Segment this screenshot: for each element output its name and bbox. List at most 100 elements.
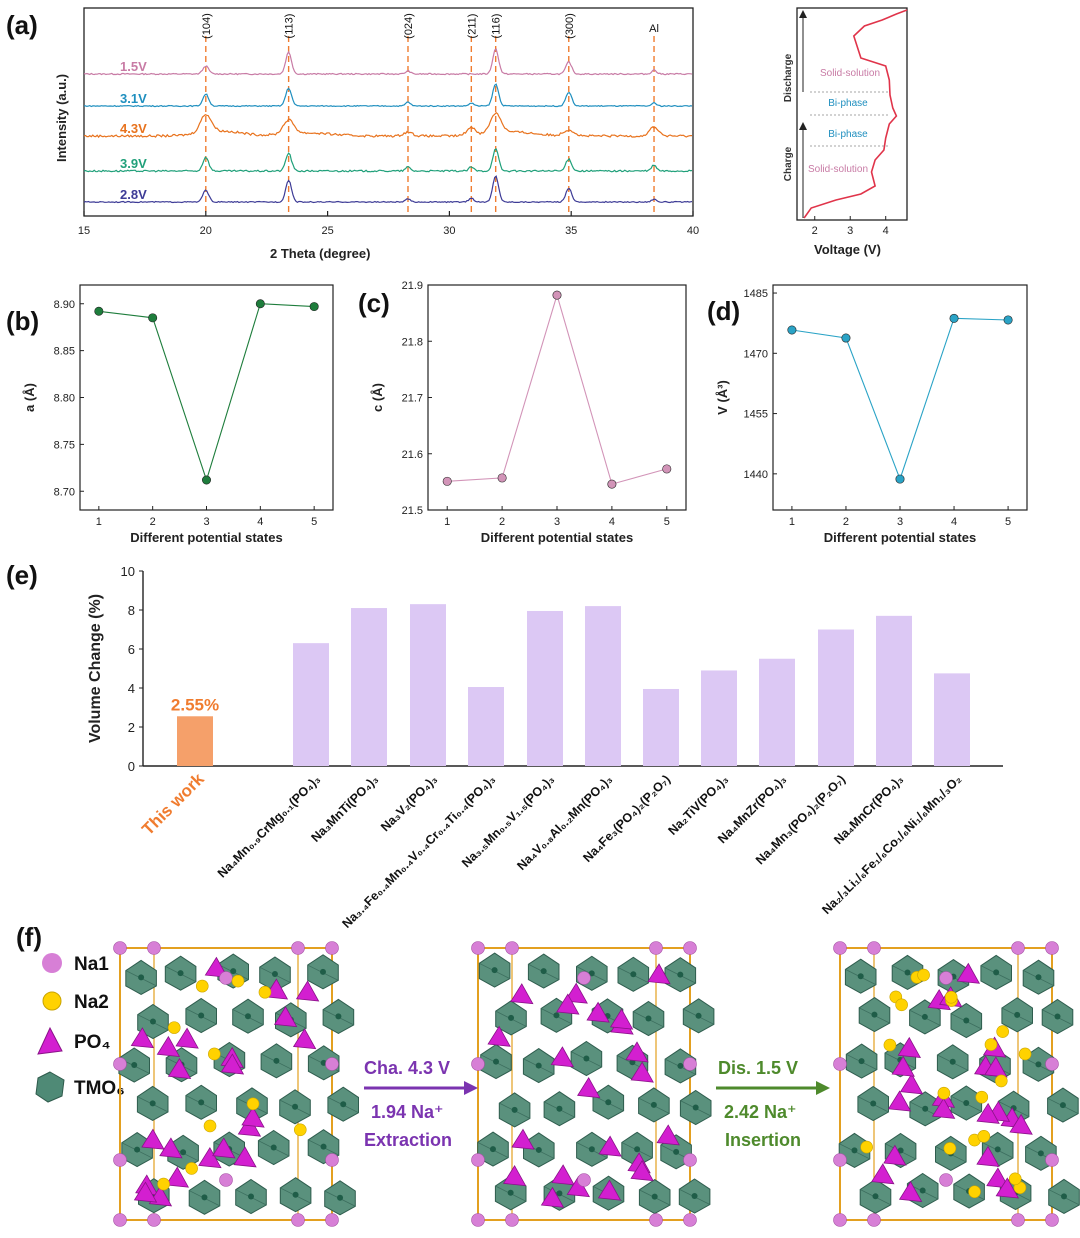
- discharged-tetrahedron-2: [898, 1180, 923, 1202]
- discharged-tetrahedron-16: [871, 1163, 895, 1185]
- charged-tm-atom-4-3: [634, 1146, 641, 1153]
- lattice-c-y-tick-label-4: 21.9: [402, 280, 423, 292]
- discharged-tm-atom-4-1: [897, 1147, 904, 1154]
- charged-na1-6: [471, 1213, 485, 1227]
- charged-tm-atom-5-1: [556, 1190, 563, 1197]
- po4-legend-label: PO₄: [74, 1032, 111, 1053]
- discharged-na2-11: [943, 1142, 957, 1155]
- bar-6: [585, 606, 621, 766]
- pristine-tm-atom-0-3: [271, 971, 278, 978]
- charged-tm-atom-2-0: [493, 1058, 500, 1065]
- peak-label-1: (113): [284, 14, 296, 39]
- pristine-na2-9: [246, 1097, 260, 1111]
- pristine-tm-atom-3-4: [340, 1101, 347, 1108]
- discharge-direction-head: [799, 10, 807, 18]
- lattice-v-x-tick-label-0: 1: [789, 516, 795, 528]
- charged-tm-atom-1-0: [508, 1014, 515, 1021]
- bar-11: [876, 615, 912, 766]
- peak-label-6: Al: [649, 23, 659, 35]
- pristine-tm-atom-5-3: [292, 1191, 299, 1198]
- pristine-cell: [119, 947, 333, 1221]
- bar-2: [351, 608, 387, 766]
- bar-category-label-3: Na₃V₂(PO₄)₃: [378, 772, 440, 834]
- lattice-v-y-title: V (Å³): [715, 380, 730, 415]
- bar-0: [177, 716, 213, 766]
- discharged-tm-atom-3-0: [870, 1100, 877, 1107]
- charged-tetrahedron-13: [510, 983, 534, 1005]
- peak-label-3: (211): [466, 14, 478, 39]
- bar-category-label-8: Na₂TiV(PO₄)₃: [665, 772, 731, 838]
- lattice-c-y-title: c (Å): [370, 383, 385, 412]
- discharged-na1-12: [939, 971, 953, 985]
- lattice-a-x-tick-label-3: 4: [257, 516, 263, 528]
- discharged-na2-14: [860, 1140, 873, 1154]
- lattice-v-point-3: [895, 474, 905, 484]
- discharged-tm-atom-1-1: [921, 1013, 928, 1020]
- discharged-tetrahedron-11: [984, 1056, 1008, 1078]
- lattice-a-x-tick-label-4: 5: [311, 516, 317, 528]
- discharged-na1-8: [1011, 1213, 1025, 1227]
- bar-3: [410, 604, 446, 766]
- pristine-na2-4: [195, 979, 209, 993]
- discharged-tm-atom-3-4: [1059, 1102, 1066, 1109]
- charged-tm-atom-0-2: [588, 970, 595, 977]
- crystal-structure-pristine: [113, 941, 359, 1227]
- xrd-series-label-4.3V: 4.3V: [120, 121, 147, 136]
- peak-markers: (104) (113) (024) (211) (116) (300) Al: [201, 13, 659, 216]
- discharged-na1-0: [833, 941, 847, 955]
- discharged-na1-1: [867, 941, 881, 955]
- charged-tm-atom-4-4: [673, 1148, 680, 1155]
- discharged-na2-16: [984, 1038, 998, 1051]
- pristine-tm-atom-0-1: [177, 970, 184, 977]
- discharged-tm-atom-0-3: [993, 969, 1000, 976]
- pristine-tetrahedron-16: [133, 1181, 158, 1203]
- charged-na1-1: [505, 941, 519, 955]
- pristine-tm-atom-0-0: [138, 974, 145, 981]
- pristine-tetrahedron-8: [220, 1053, 245, 1075]
- voltage-tick-label-0: 2: [812, 225, 818, 237]
- pristine-tetrahedron-7: [198, 1147, 222, 1169]
- na2-legend-label: Na2: [74, 992, 109, 1013]
- lattice-a-x-tick-label-1: 2: [150, 516, 156, 528]
- charged-tetrahedron-16: [630, 1160, 654, 1182]
- na1-legend-label: Na1: [74, 954, 109, 975]
- charge-direction-head: [799, 122, 807, 130]
- discharged-na2-3: [975, 1090, 989, 1104]
- solid-solution-bottom-label: Solid-solution: [808, 164, 868, 175]
- lattice-c-point-3: [552, 290, 562, 300]
- panel-label-c: (c): [358, 288, 390, 318]
- charged-tm-atom-3-4: [692, 1104, 699, 1111]
- pristine-na2-1: [258, 985, 272, 999]
- charged-tetrahedron-3: [550, 1046, 575, 1068]
- bar-y-tick-label-0: 0: [128, 759, 135, 774]
- pristine-na2-3: [231, 974, 245, 988]
- pristine-tm-atom-1-0: [149, 1018, 156, 1025]
- pristine-tm-atom-2-3: [273, 1057, 280, 1064]
- bar-y-title: Volume Change (%): [87, 594, 104, 743]
- charged-tetrahedron-5: [656, 1124, 680, 1146]
- discharged-na2-9: [977, 1130, 991, 1143]
- pristine-na1-8: [291, 1213, 305, 1227]
- bar-7: [643, 688, 679, 766]
- pristine-tm-atom-1-2: [244, 1013, 251, 1020]
- charged-na1-0: [471, 941, 485, 955]
- discharged-tm-atom-0-4: [1035, 974, 1042, 981]
- volume-panel: 1 2 3 4 5 1440 1455 1470 1485 Different potential…: [715, 284, 1028, 545]
- charged-na1-4: [471, 1057, 485, 1071]
- solid-solution-top-label: Solid-solution: [820, 68, 880, 79]
- voltage-x-title: Voltage (V): [814, 242, 881, 257]
- discharged-tm-atom-2-2: [949, 1058, 956, 1065]
- charged-na1-3: [683, 941, 697, 955]
- xrd-tick-label-3: 30: [443, 225, 455, 237]
- pristine-na1-10: [113, 1153, 127, 1167]
- pristine-tm-atom-1-1: [198, 1012, 205, 1019]
- pristine-na2-5: [208, 1047, 221, 1061]
- bar-10: [818, 629, 854, 766]
- lattice-a-x-tick-label-2: 3: [203, 516, 209, 528]
- discharged-na1-13: [939, 1173, 953, 1187]
- pristine-tm-atom-4-1: [180, 1149, 187, 1156]
- discharged-tetrahedron-9: [899, 1073, 924, 1095]
- charged-na1-13: [577, 1173, 591, 1187]
- charged-tetrahedron-4: [598, 1135, 622, 1157]
- lattice-c-x-title: Different potential states: [481, 530, 633, 545]
